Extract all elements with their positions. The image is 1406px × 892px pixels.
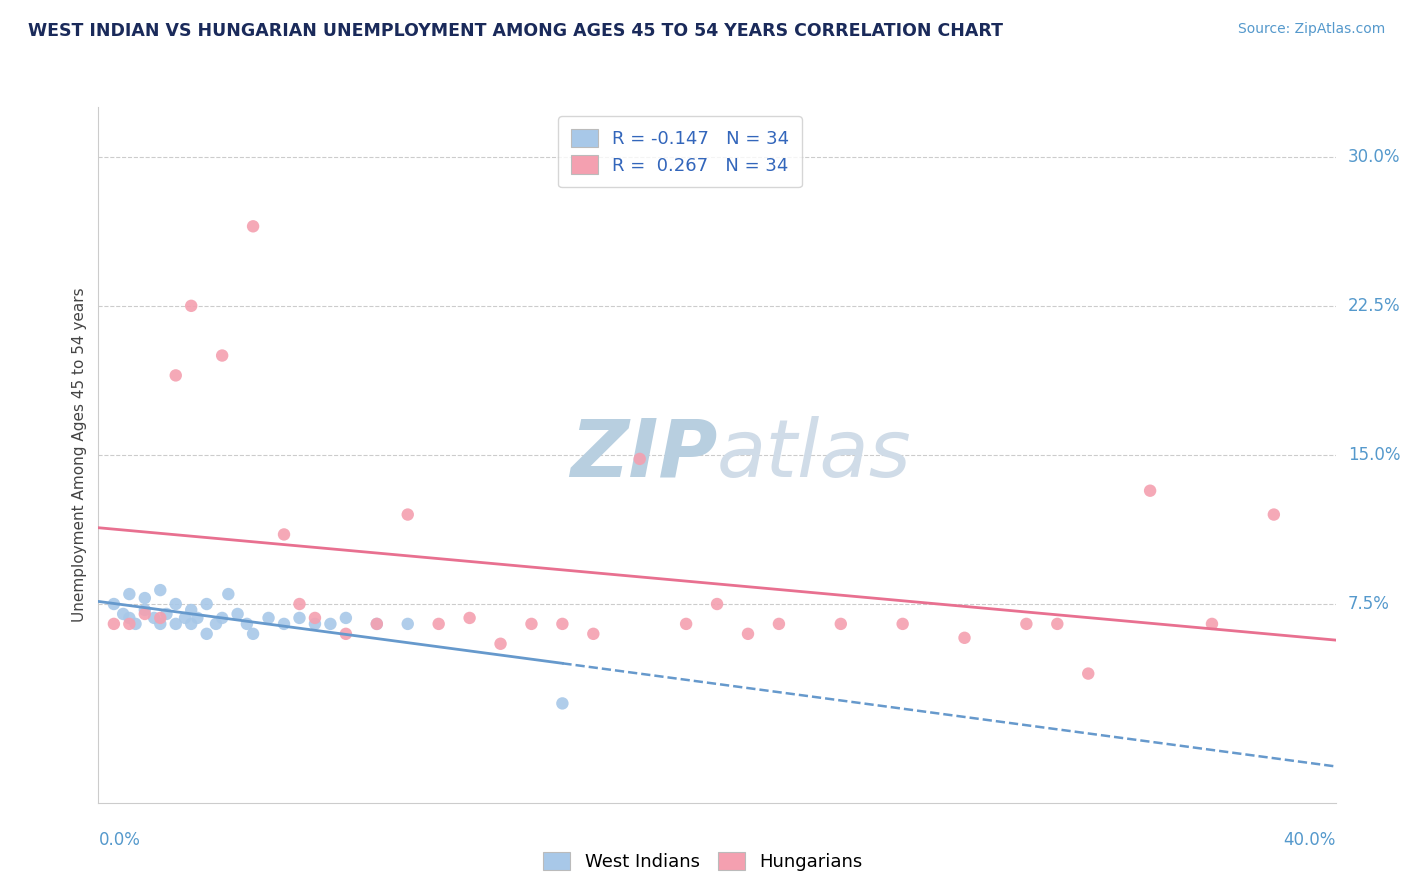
Point — [180, 603, 202, 617]
Text: 22.5%: 22.5% — [1348, 297, 1400, 315]
Text: 7.5%: 7.5% — [1348, 595, 1391, 613]
Point — [186, 611, 208, 625]
Point — [304, 611, 326, 625]
Point — [396, 616, 419, 631]
Point — [288, 611, 311, 625]
Point — [953, 631, 976, 645]
Text: 0.0%: 0.0% — [98, 830, 141, 848]
Legend: R = -0.147   N = 34, R =  0.267   N = 34: R = -0.147 N = 34, R = 0.267 N = 34 — [558, 116, 801, 187]
Point — [118, 616, 141, 631]
Point — [1201, 616, 1223, 631]
Point — [165, 616, 187, 631]
Point — [396, 508, 419, 522]
Text: 30.0%: 30.0% — [1348, 148, 1400, 166]
Point — [118, 611, 141, 625]
Point — [706, 597, 728, 611]
Text: ZIP: ZIP — [569, 416, 717, 494]
Point — [149, 583, 172, 598]
Point — [211, 349, 233, 363]
Point — [582, 627, 605, 641]
Text: Source: ZipAtlas.com: Source: ZipAtlas.com — [1237, 22, 1385, 37]
Point — [273, 527, 295, 541]
Point — [165, 597, 187, 611]
Legend: West Indians, Hungarians: West Indians, Hungarians — [536, 845, 870, 879]
Point — [1139, 483, 1161, 498]
Point — [205, 616, 228, 631]
Point — [149, 616, 172, 631]
Point — [551, 616, 574, 631]
Point — [319, 616, 342, 631]
Point — [124, 616, 146, 631]
Text: 15.0%: 15.0% — [1348, 446, 1400, 464]
Point — [180, 299, 202, 313]
Point — [1015, 616, 1038, 631]
Point — [257, 611, 280, 625]
Point — [335, 627, 357, 641]
Point — [118, 587, 141, 601]
Point — [236, 616, 259, 631]
Point — [366, 616, 388, 631]
Point — [226, 607, 249, 621]
Point — [335, 611, 357, 625]
Point — [143, 611, 166, 625]
Point — [628, 451, 651, 466]
Point — [768, 616, 790, 631]
Point — [520, 616, 543, 631]
Point — [211, 611, 233, 625]
Point — [195, 627, 218, 641]
Point — [180, 616, 202, 631]
Point — [242, 219, 264, 234]
Point — [366, 616, 388, 631]
Point — [1263, 508, 1285, 522]
Point — [103, 597, 125, 611]
Text: atlas: atlas — [717, 416, 912, 494]
Point — [737, 627, 759, 641]
Point — [149, 611, 172, 625]
Point — [155, 607, 177, 621]
Point — [165, 368, 187, 383]
Point — [891, 616, 914, 631]
Point — [217, 587, 239, 601]
Point — [103, 616, 125, 631]
Point — [288, 597, 311, 611]
Point — [134, 607, 156, 621]
Point — [551, 697, 574, 711]
Y-axis label: Unemployment Among Ages 45 to 54 years: Unemployment Among Ages 45 to 54 years — [72, 287, 87, 623]
Text: 40.0%: 40.0% — [1284, 830, 1336, 848]
Point — [1046, 616, 1069, 631]
Point — [489, 637, 512, 651]
Point — [174, 611, 197, 625]
Point — [195, 597, 218, 611]
Point — [675, 616, 697, 631]
Text: WEST INDIAN VS HUNGARIAN UNEMPLOYMENT AMONG AGES 45 TO 54 YEARS CORRELATION CHAR: WEST INDIAN VS HUNGARIAN UNEMPLOYMENT AM… — [28, 22, 1002, 40]
Point — [830, 616, 852, 631]
Point — [273, 616, 295, 631]
Point — [1077, 666, 1099, 681]
Point — [242, 627, 264, 641]
Point — [134, 603, 156, 617]
Point — [134, 591, 156, 605]
Point — [458, 611, 481, 625]
Point — [427, 616, 450, 631]
Point — [112, 607, 135, 621]
Point — [304, 616, 326, 631]
